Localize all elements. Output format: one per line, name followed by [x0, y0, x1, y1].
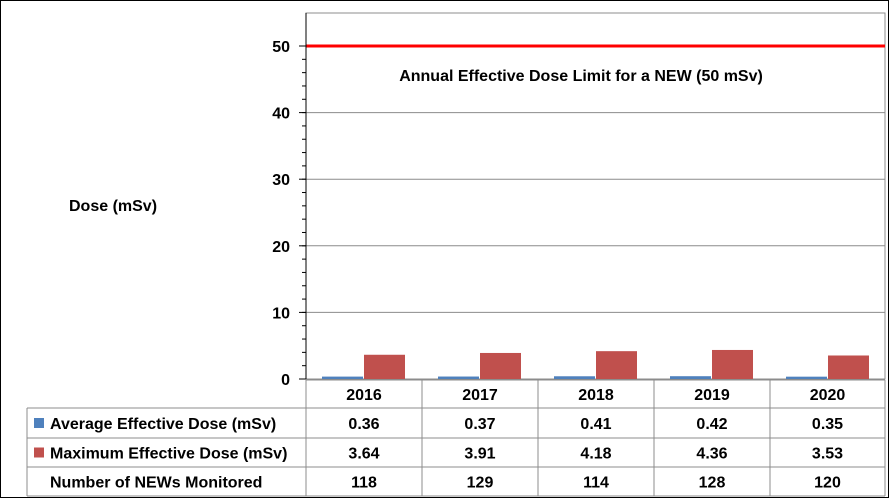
data-table: 2016 2017 2018 2019 2020 Average Effective Do…: [26, 379, 886, 497]
table-cell: 0.42: [696, 416, 727, 433]
bar-maximum-dose: [596, 351, 637, 379]
y-tick-label: 30: [272, 172, 290, 189]
table-cell: 0.37: [464, 416, 495, 433]
y-tick-label: 0: [281, 372, 290, 389]
y-axis-label: Dose (mSv): [69, 198, 157, 215]
table-cell: 4.36: [696, 446, 727, 463]
table-cell: 3.91: [464, 446, 495, 463]
bar-average-dose: [670, 376, 711, 379]
reference-line-group: Annual Effective Dose Limit for a NEW (5…: [306, 44, 885, 85]
table-row-label: Maximum Effective Dose (mSv): [50, 446, 287, 463]
table-cell: 0.35: [812, 416, 843, 433]
table-row-label: Average Effective Dose (mSv): [50, 416, 276, 433]
x-tick-label: 2019: [694, 387, 730, 404]
table-cell: 3.64: [348, 446, 379, 463]
bar-average-dose: [554, 376, 595, 379]
x-tick-label: 2016: [346, 387, 382, 404]
y-tick-label: 40: [272, 106, 290, 123]
table-cell: 3.53: [812, 446, 843, 463]
legend-key: [34, 447, 44, 458]
y-tick-label: 20: [272, 239, 290, 256]
legend-key: [34, 418, 44, 428]
bar-average-dose: [786, 376, 827, 379]
table-cell: 0.36: [348, 416, 379, 433]
bar-average-dose: [438, 376, 479, 379]
bar-maximum-dose: [364, 354, 405, 379]
table-cell: 114: [583, 475, 609, 492]
dose-limit-annotation: Annual Effective Dose Limit for a NEW (5…: [399, 68, 763, 85]
bar-average-dose: [322, 376, 363, 379]
y-axis: 0 10 20 30 40 50: [272, 13, 307, 389]
bar-maximum-dose: [828, 355, 869, 379]
bars: [322, 349, 869, 379]
table-cell: 128: [699, 475, 726, 492]
table-cell: 4.18: [580, 446, 611, 463]
bar-maximum-dose: [712, 349, 753, 379]
bar-maximum-dose: [480, 352, 521, 379]
x-tick-label: 2018: [578, 387, 614, 404]
y-tick-label: 10: [272, 305, 290, 322]
table-cell: 0.41: [580, 416, 611, 433]
x-tick-label: 2017: [462, 387, 498, 404]
x-tick-label: 2020: [810, 387, 846, 404]
y-tick-label: 50: [272, 39, 290, 56]
table-cell: 120: [814, 475, 841, 492]
table-cell: 118: [351, 475, 377, 492]
table-row-label: Number of NEWs Monitored: [50, 475, 262, 492]
table-cell: 129: [467, 475, 494, 492]
